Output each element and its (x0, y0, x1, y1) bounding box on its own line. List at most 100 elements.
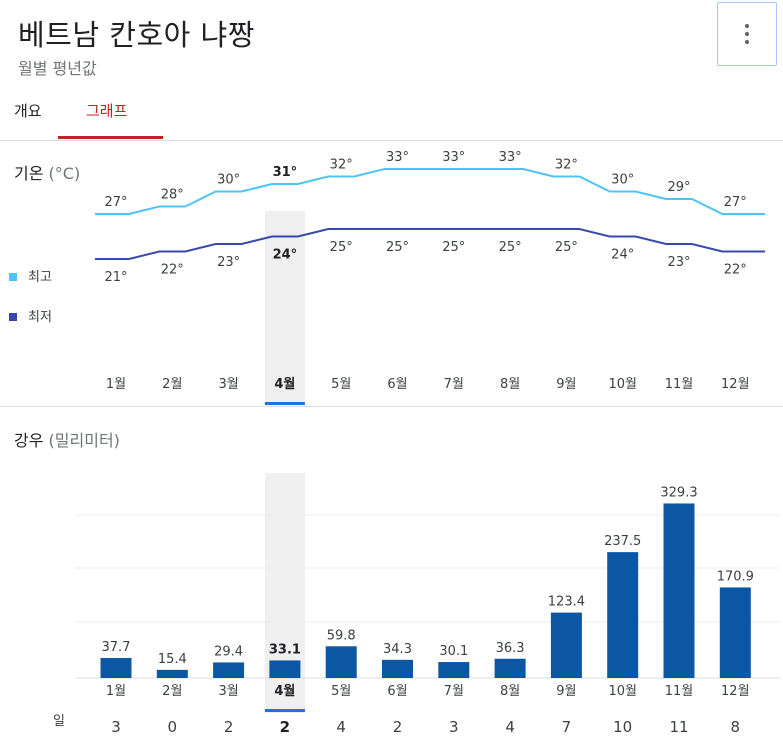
month-label: 3월 (218, 377, 238, 392)
tab-overview[interactable]: 개요 (14, 102, 42, 120)
high-temp-label: 32° (330, 158, 353, 173)
rainfall-value-label: 123.4 (548, 595, 585, 610)
rain-days-value: 7 (562, 718, 572, 736)
rainfall-bar[interactable] (382, 659, 413, 678)
month-label: 11월 (665, 684, 694, 699)
rainfall-value-label: 36.3 (496, 641, 525, 656)
low-temp-label: 24° (273, 248, 298, 263)
tabs-divider (0, 140, 783, 141)
low-temp-label: 25° (386, 240, 409, 255)
high-temp-label: 27° (104, 195, 127, 210)
rainfall-bar[interactable] (438, 662, 470, 678)
month-label: 11월 (665, 377, 694, 392)
month-label: 8월 (500, 684, 520, 699)
high-temp-label: 30° (217, 173, 240, 188)
rainfall-value-label: 34.3 (383, 642, 412, 657)
rainfall-value-label: 237.5 (604, 534, 641, 549)
low-temp-label: 24° (611, 248, 634, 263)
more-options-button[interactable] (717, 2, 777, 66)
month-label: 9월 (556, 684, 576, 699)
low-temp-label: 21° (104, 270, 127, 285)
high-temp-label: 32° (555, 158, 578, 173)
rainfall-value-label: 59.8 (327, 628, 356, 643)
rainfall-bar[interactable] (550, 612, 582, 678)
rainfall-value-label: 29.4 (214, 644, 243, 659)
rain-days-value: 8 (731, 718, 741, 736)
low-temp-label: 22° (724, 263, 747, 278)
month-label: 5월 (331, 377, 351, 392)
rainfall-unit: (밀리미터) (48, 431, 120, 450)
low-temp-label: 25° (555, 240, 578, 255)
high-temp-label: 30° (611, 173, 634, 188)
high-temp-label: 31° (273, 165, 298, 180)
month-label: 2월 (162, 684, 182, 699)
month-label: 12월 (721, 684, 750, 699)
rainfall-value-label: 15.4 (158, 652, 187, 667)
month-label: 10월 (608, 377, 637, 392)
more-vert-icon (745, 24, 749, 44)
rainfall-chart: 37.715.4 29.4 33.159.834.3 30.1 36.3123.4237… (53, 473, 780, 736)
high-temp-label: 33° (442, 150, 465, 165)
rainfall-bar[interactable] (156, 669, 188, 678)
low-temperature-line (95, 228, 765, 260)
rainfall-value-label: 170.9 (717, 569, 754, 584)
rain-days-value: 11 (669, 718, 688, 736)
rainfall-bar[interactable] (607, 552, 639, 678)
month-label: 6월 (387, 684, 407, 699)
rainfall-bar[interactable] (325, 646, 357, 678)
temperature-title: 기온 (14, 164, 44, 183)
rainfall-bar[interactable] (100, 658, 132, 678)
low-temp-label: 25° (330, 240, 353, 255)
rainfall-bar[interactable] (719, 587, 751, 678)
high-temp-label: 28° (161, 188, 184, 203)
rain-days-value: 2 (224, 718, 234, 736)
rainfall-value-label: 329.3 (660, 485, 697, 500)
month-label: 10월 (608, 684, 637, 699)
selected-month-indicator (264, 709, 305, 712)
temperature-unit: (°C) (48, 164, 81, 183)
month-label: 12월 (721, 377, 750, 392)
rainfall-bar[interactable] (494, 658, 526, 678)
rain-days-value: 2 (393, 718, 403, 736)
month-label: 4월 (274, 376, 295, 392)
month-label: 1월 (106, 684, 126, 699)
month-label: 4월 (274, 683, 295, 699)
high-temp-label: 27° (724, 195, 747, 210)
month-label: 3월 (218, 684, 238, 699)
low-temp-label: 22° (161, 263, 184, 278)
rain-days-value: 4 (505, 718, 515, 736)
section-divider (0, 406, 783, 407)
month-label: 1월 (106, 377, 126, 392)
rainfall-bar[interactable] (269, 660, 301, 678)
low-temp-label: 25° (442, 240, 465, 255)
rainfall-value-label: 33.1 (269, 642, 301, 657)
month-label: 7월 (444, 684, 464, 699)
selected-month-highlight (264, 211, 305, 405)
high-temp-label: 33° (499, 150, 522, 165)
selected-month-indicator (264, 402, 305, 405)
low-temp-label: 23° (217, 255, 240, 270)
month-label: 5월 (331, 684, 351, 699)
rain-days-value: 2 (280, 718, 290, 736)
month-label: 2월 (162, 377, 182, 392)
rainfall-bar[interactable] (663, 503, 695, 678)
rainfall-bar[interactable] (213, 662, 245, 678)
legend-low-swatch (9, 313, 17, 321)
rain-days-value: 3 (449, 718, 459, 736)
rainfall-value-label: 37.7 (102, 640, 131, 655)
high-temp-label: 29° (667, 180, 690, 195)
rain-days-value: 10 (613, 718, 632, 736)
month-label: 7월 (444, 377, 464, 392)
low-temp-label: 23° (667, 255, 690, 270)
rainfall-section-title: 강우 (밀리미터) (14, 427, 120, 451)
rain-days-value: 0 (168, 718, 178, 736)
month-label: 8월 (500, 377, 520, 392)
rain-days-label: 일 (53, 714, 65, 729)
rain-days-value: 3 (111, 718, 121, 736)
month-label: 9월 (556, 377, 576, 392)
legend-high-label: 최고 (28, 270, 52, 285)
temperature-section-title: 기온 (°C) (14, 160, 80, 184)
rainfall-value-label: 30.1 (439, 644, 468, 659)
tab-graph[interactable]: 그래프 (86, 102, 128, 120)
month-label: 6월 (387, 377, 407, 392)
